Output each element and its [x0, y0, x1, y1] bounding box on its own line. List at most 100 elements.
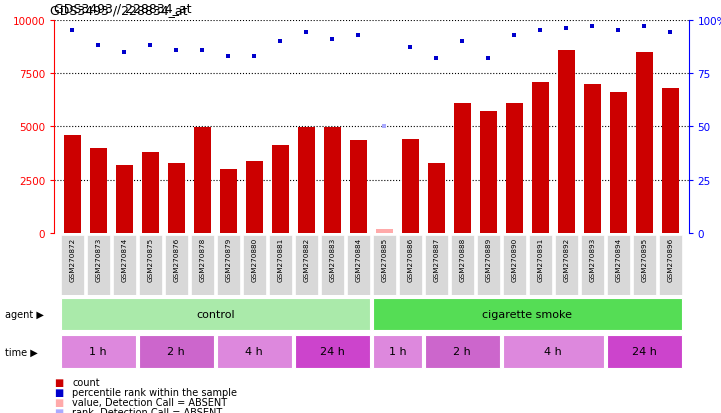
Bar	[295, 335, 370, 368]
Text: GSM270890: GSM270890	[511, 237, 518, 281]
Bar	[399, 235, 422, 295]
Text: rank, Detection Call = ABSENT: rank, Detection Call = ABSENT	[72, 407, 222, 413]
Bar	[606, 335, 682, 368]
Text: GSM270883: GSM270883	[329, 237, 335, 281]
Text: GSM270879: GSM270879	[225, 237, 231, 281]
Bar	[116, 165, 133, 233]
Bar	[584, 84, 601, 233]
Bar	[662, 89, 678, 233]
Bar	[194, 128, 211, 233]
Text: control: control	[196, 309, 234, 319]
Bar	[220, 169, 236, 233]
Text: GSM270896: GSM270896	[668, 237, 673, 281]
Text: agent ▶: agent ▶	[5, 309, 44, 319]
Bar	[554, 235, 578, 295]
Text: ■: ■	[54, 377, 63, 387]
Text: GSM270878: GSM270878	[199, 237, 205, 281]
Bar	[373, 235, 396, 295]
Text: GSM270892: GSM270892	[563, 237, 570, 281]
Text: ■: ■	[54, 387, 63, 397]
Bar	[164, 235, 188, 295]
Text: 24 h: 24 h	[632, 347, 657, 356]
Bar	[480, 112, 497, 233]
Bar	[528, 235, 552, 295]
Bar	[503, 235, 526, 295]
Bar	[216, 335, 292, 368]
Text: time ▶: time ▶	[5, 347, 37, 356]
Text: count: count	[72, 377, 99, 387]
Text: GDS3493 / 228834_at: GDS3493 / 228834_at	[54, 2, 192, 15]
Text: value, Detection Call = ABSENT: value, Detection Call = ABSENT	[72, 397, 227, 407]
Bar	[138, 335, 214, 368]
Text: GSM270881: GSM270881	[278, 237, 283, 281]
Bar	[402, 140, 419, 233]
Text: ■: ■	[54, 397, 63, 407]
Bar	[242, 235, 266, 295]
Text: 4 h: 4 h	[245, 347, 263, 356]
Bar	[272, 146, 288, 233]
Bar	[216, 235, 240, 295]
Bar	[324, 128, 341, 233]
Text: GSM270886: GSM270886	[407, 237, 413, 281]
Bar	[425, 235, 448, 295]
Bar	[61, 235, 84, 295]
Text: GSM270895: GSM270895	[642, 237, 647, 281]
Bar	[636, 52, 653, 233]
Bar	[64, 135, 81, 233]
Text: 24 h: 24 h	[320, 347, 345, 356]
Bar	[350, 141, 367, 233]
Text: GSM270893: GSM270893	[589, 237, 596, 281]
Bar	[425, 335, 500, 368]
Bar	[477, 235, 500, 295]
Bar	[558, 50, 575, 233]
Bar	[112, 235, 136, 295]
Text: ■: ■	[54, 407, 63, 413]
Bar	[532, 82, 549, 233]
Bar	[269, 235, 292, 295]
Bar	[347, 235, 370, 295]
Text: GSM270894: GSM270894	[615, 237, 622, 281]
Text: GSM270880: GSM270880	[252, 237, 257, 281]
Bar	[90, 148, 107, 233]
Bar	[138, 235, 162, 295]
Bar	[632, 235, 656, 295]
Bar	[506, 104, 523, 233]
Bar	[142, 152, 159, 233]
Text: GSM270875: GSM270875	[147, 237, 154, 281]
Bar	[87, 235, 110, 295]
Bar	[61, 298, 370, 331]
Bar	[373, 335, 422, 368]
Text: GSM270873: GSM270873	[95, 237, 101, 281]
Text: 2 h: 2 h	[167, 347, 185, 356]
Text: 1 h: 1 h	[89, 347, 107, 356]
Bar	[246, 162, 262, 233]
Bar	[376, 229, 393, 233]
Bar	[168, 163, 185, 233]
Bar	[373, 298, 682, 331]
Text: GSM270882: GSM270882	[304, 237, 309, 281]
Text: cigarette smoke: cigarette smoke	[482, 309, 572, 319]
Text: GSM270872: GSM270872	[69, 237, 75, 281]
Text: GSM270876: GSM270876	[173, 237, 180, 281]
Bar	[428, 163, 445, 233]
Text: GSM270888: GSM270888	[459, 237, 465, 281]
Bar	[61, 335, 136, 368]
Bar	[454, 104, 471, 233]
Bar	[606, 235, 630, 295]
Text: GSM270884: GSM270884	[355, 237, 361, 281]
Bar	[321, 235, 344, 295]
Bar	[580, 235, 604, 295]
Bar	[659, 235, 682, 295]
Text: 4 h: 4 h	[544, 347, 562, 356]
Text: GSM270885: GSM270885	[381, 237, 387, 281]
Text: GSM270889: GSM270889	[485, 237, 491, 281]
Bar	[451, 235, 474, 295]
Text: GSM270874: GSM270874	[121, 237, 128, 281]
Bar	[610, 93, 627, 233]
Text: 1 h: 1 h	[389, 347, 406, 356]
Text: percentile rank within the sample: percentile rank within the sample	[72, 387, 237, 397]
Text: GSM270891: GSM270891	[537, 237, 544, 281]
Text: GSM270887: GSM270887	[433, 237, 439, 281]
Text: GDS3493 / 228834_at: GDS3493 / 228834_at	[50, 4, 188, 17]
Bar	[190, 235, 214, 295]
